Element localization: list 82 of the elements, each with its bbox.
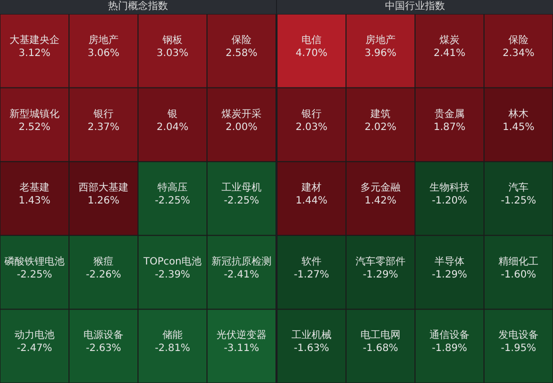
data-label: 3.03%	[156, 48, 188, 59]
category-label: 大基建央企	[10, 34, 60, 46]
category-label: 工业母机	[222, 182, 262, 194]
data-label: 2.52%	[18, 122, 50, 133]
title-bar: 热门概念指数	[0, 0, 276, 14]
data-label: 2.34%	[502, 48, 534, 59]
data-label: -3.11%	[224, 343, 260, 354]
category-label: 钢板	[162, 34, 182, 46]
data-label: -2.41%	[224, 269, 260, 280]
data-label: -1.63%	[294, 343, 330, 354]
category-label: 动力电池	[14, 329, 54, 342]
data-label: -1.29%	[432, 269, 468, 280]
data-label: 4.70%	[296, 48, 328, 59]
category-label: TOPcon电池	[142, 255, 202, 268]
data-label: -1.25%	[500, 196, 536, 207]
category-label: 老基建	[20, 182, 50, 194]
data-label: -1.29%	[362, 269, 398, 280]
data-label: 2.04%	[156, 122, 188, 133]
category-label: 发电设备	[498, 329, 538, 342]
category-label: 工业机械	[292, 329, 332, 342]
category-label: 保险	[508, 34, 528, 46]
data-label: -2.47%	[16, 343, 52, 354]
category-label: 储能	[162, 329, 182, 342]
data-label: -2.39%	[154, 269, 190, 280]
category-label: 半导体	[434, 255, 464, 268]
data-label: -2.25%	[16, 269, 52, 280]
category-label: 银行	[300, 108, 322, 120]
data-label: 2.41%	[434, 48, 466, 59]
data-label: -1.89%	[432, 343, 468, 354]
data-label: 1.44%	[296, 196, 328, 207]
category-label: 新冠抗原检测	[212, 255, 272, 268]
category-label: 汽车零部件	[356, 255, 406, 268]
category-label: 煤炭	[440, 34, 460, 46]
data-label: 3.06%	[88, 48, 120, 59]
category-label: 银	[166, 108, 178, 120]
data-label: 1.26%	[88, 196, 120, 207]
data-label: -2.25%	[224, 196, 260, 207]
category-label: 银行	[92, 108, 114, 120]
category-label: 建材	[300, 182, 322, 194]
data-label: 2.00%	[226, 122, 258, 133]
data-label: -2.25%	[154, 196, 190, 207]
data-label: 1.43%	[18, 196, 50, 207]
category-label: 电信	[302, 34, 322, 46]
category-label: 贵金属	[434, 108, 464, 120]
category-label: 建筑	[370, 108, 390, 120]
category-label: 精细化工	[498, 255, 538, 268]
data-label: 2.03%	[296, 122, 328, 133]
category-label: 光伏逆变器	[216, 329, 266, 342]
title-bar: 中国行业指数	[277, 0, 553, 14]
category-label: 房地产	[88, 34, 118, 46]
data-label: 1.87%	[434, 122, 466, 133]
category-label: 软件	[302, 255, 322, 268]
category-label: 汽车	[508, 182, 528, 194]
data-label: -1.60%	[500, 269, 536, 280]
data-label: -2.63%	[86, 343, 122, 354]
category-label: 特高压	[158, 182, 188, 194]
category-label: 磷酸铁锂电池	[4, 255, 64, 268]
category-label: 西部大基建	[78, 182, 128, 194]
data-label: 3.12%	[18, 48, 50, 59]
category-label: 林木	[508, 108, 528, 120]
category-label: 通信设备	[430, 329, 470, 342]
category-label: 保险	[232, 34, 252, 46]
data-label: 2.37%	[88, 122, 120, 133]
category-label: 猴痘	[94, 255, 114, 268]
data-label: 1.42%	[364, 196, 396, 207]
category-label: 电工电网	[360, 329, 400, 342]
data-label: 2.58%	[226, 48, 258, 59]
category-label: 房地产	[366, 34, 396, 46]
category-label: 电源设备	[84, 329, 124, 342]
data-label: 1.45%	[502, 122, 534, 133]
category-label: 多元金融	[360, 182, 400, 194]
category-label: 生物科技	[430, 182, 470, 194]
data-label: -1.20%	[432, 196, 468, 207]
data-label: 2.02%	[364, 122, 396, 133]
data-label: -1.95%	[500, 343, 536, 354]
category-label: 煤炭开采	[222, 108, 262, 120]
category-label: 新型城镇化	[10, 108, 60, 120]
data-label: -1.27%	[294, 269, 330, 280]
data-label: -1.68%	[362, 343, 398, 354]
data-label: -2.26%	[86, 269, 122, 280]
data-label: 3.96%	[364, 48, 396, 59]
data-label: -2.81%	[154, 343, 190, 354]
